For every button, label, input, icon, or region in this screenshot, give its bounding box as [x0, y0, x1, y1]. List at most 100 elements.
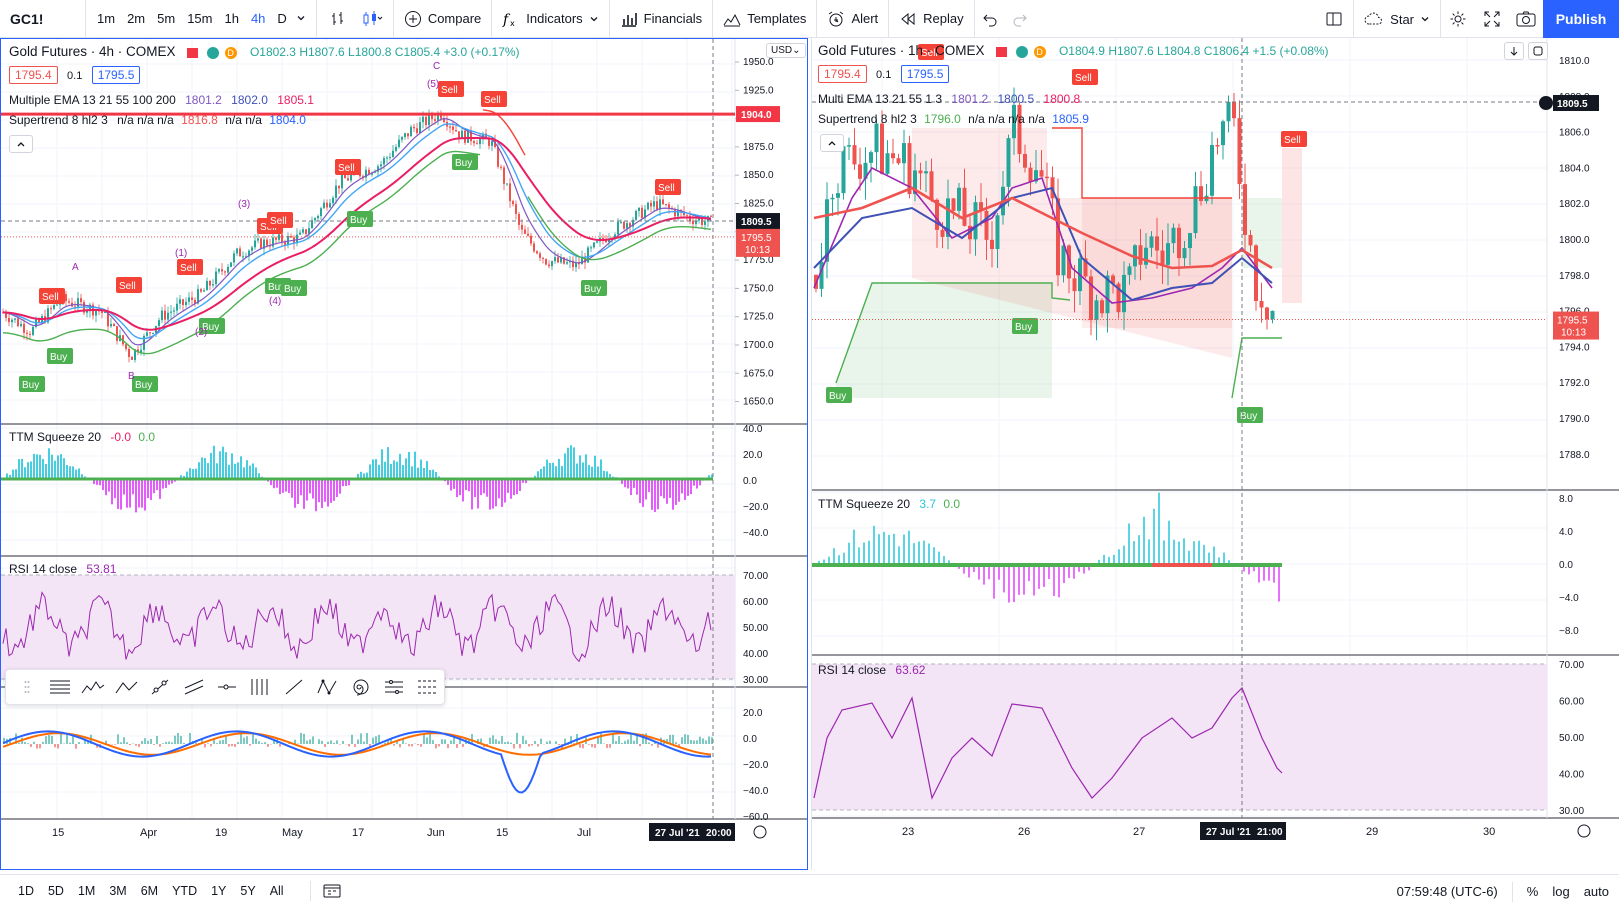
candle-body	[278, 234, 280, 240]
undo-icon[interactable]	[975, 0, 1005, 38]
gear-icon[interactable]	[1441, 0, 1475, 38]
interval-d[interactable]: D	[272, 11, 291, 26]
fullscreen-icon[interactable]	[1475, 0, 1509, 38]
time-axis-label: 15	[496, 827, 508, 839]
right-ema-legend[interactable]: Multi EMA 13 21 55 1 3 1801.2 1800.5 180…	[818, 92, 1080, 106]
range-6m[interactable]: 6M	[135, 884, 164, 898]
right-chart-canvas[interactable]: 1810.01808.01806.01804.01802.01800.01798…	[812, 38, 1619, 870]
interval-dropdown-icon[interactable]	[292, 11, 310, 26]
bar-chart-icon[interactable]	[323, 0, 353, 38]
range-ytd[interactable]: YTD	[166, 884, 203, 898]
layout-name: Star	[1390, 12, 1414, 27]
elliott-wave-icon[interactable]	[77, 670, 110, 704]
pitchfork-icon[interactable]	[411, 670, 444, 704]
ttm-bar	[498, 479, 500, 498]
publish-button[interactable]: Publish	[1543, 0, 1619, 38]
macd-bar	[588, 744, 590, 745]
chart-settings-icon[interactable]	[754, 826, 766, 838]
right-ttm-value-1: 3.7	[919, 497, 936, 511]
right-sell-price[interactable]: 1795.4	[818, 65, 867, 83]
parallel-channel-icon[interactable]	[177, 670, 210, 704]
interval-2m[interactable]: 2m	[122, 11, 150, 26]
candle-chart-icon[interactable]	[357, 0, 387, 38]
camera-icon[interactable]	[1509, 0, 1543, 38]
range-1d[interactable]: 1D	[12, 884, 40, 898]
replay-button[interactable]: Replay	[889, 0, 974, 38]
left-chart-canvas[interactable]: 1950.01925.01900.01875.01850.01825.01800…	[1, 39, 807, 869]
interval-5m[interactable]: 5m	[152, 11, 180, 26]
scroll-down-icon[interactable]	[1504, 42, 1524, 60]
symbol-search[interactable]: GC1!	[0, 0, 86, 38]
financials-button[interactable]: Financials	[610, 0, 714, 38]
pattern-icon[interactable]	[311, 670, 344, 704]
ttm-bar	[489, 479, 491, 510]
right-symbol-title: Gold Futures · 1h · COMEX	[818, 43, 985, 58]
drag-handle-icon[interactable]	[10, 670, 43, 704]
ttm-bar	[207, 463, 209, 479]
range-1m[interactable]: 1M	[72, 884, 101, 898]
ttm-bar	[492, 479, 494, 509]
macd-bar	[708, 736, 710, 744]
left-ttm-value-2: 0.0	[138, 430, 155, 444]
alert-button[interactable]: Alert	[817, 0, 889, 38]
log-scale-toggle[interactable]: log	[1552, 884, 1569, 899]
right-buy-price[interactable]: 1795.5	[901, 65, 950, 83]
fib-retracement-icon[interactable]	[43, 670, 76, 704]
layout-icon[interactable]	[1314, 0, 1354, 38]
chart-settings-icon[interactable]	[1578, 825, 1590, 837]
range-3m[interactable]: 3M	[103, 884, 132, 898]
vertical-lines-icon[interactable]	[244, 670, 277, 704]
left-chart-pane[interactable]: 1950.01925.01900.01875.01850.01825.01800…	[0, 38, 808, 870]
interval-1m[interactable]: 1m	[92, 11, 120, 26]
interval-4h[interactable]: 4h	[246, 11, 270, 26]
interval-15m[interactable]: 15m	[182, 11, 217, 26]
ttm-bar	[978, 565, 980, 580]
ttm-bar	[878, 534, 880, 565]
left-rsi-legend[interactable]: RSI 14 close 53.81	[9, 562, 116, 576]
range-5d[interactable]: 5D	[42, 884, 70, 898]
right-ttm-legend[interactable]: TTM Squeeze 20 3.7 0.0	[818, 497, 960, 511]
percent-scale-toggle[interactable]: %	[1527, 884, 1539, 899]
rsi-axis-label: 40.00	[743, 649, 768, 660]
cloud-layout-button[interactable]: Star	[1354, 0, 1441, 38]
left-ema-legend[interactable]: Multiple EMA 13 21 55 100 200 1801.2 180…	[9, 93, 314, 107]
interval-1h[interactable]: 1h	[219, 11, 243, 26]
gann-fan-icon[interactable]	[377, 670, 410, 704]
left-change: +3.0 (+0.17%)	[444, 45, 520, 59]
clock-label[interactable]: 07:59:48 (UTC-6)	[1397, 884, 1498, 899]
right-rsi-legend[interactable]: RSI 14 close 63.62	[818, 663, 925, 677]
maximize-pane-icon[interactable]	[1528, 42, 1548, 60]
compare-button[interactable]: Compare	[394, 0, 492, 38]
macd-bar	[33, 742, 35, 744]
supertrend-fill-up	[1242, 198, 1282, 268]
trend-line-icon[interactable]	[144, 670, 177, 704]
right-chart-pane[interactable]: 1810.01808.01806.01804.01802.01800.01798…	[811, 38, 1619, 870]
left-ttm-legend[interactable]: TTM Squeeze 20 -0.0 0.0	[9, 430, 155, 444]
horizontal-ray-icon[interactable]	[210, 670, 243, 704]
candle-body	[1073, 278, 1077, 291]
fib-spiral-icon[interactable]	[344, 670, 377, 704]
left-sell-price[interactable]: 1795.4	[9, 66, 58, 84]
left-buy-price[interactable]: 1795.5	[92, 66, 141, 84]
right-supertrend-legend[interactable]: Supertrend 8 hl2 3 1796.0 n/a n/a n/a n/…	[818, 112, 1089, 126]
auto-scale-toggle[interactable]: auto	[1584, 884, 1609, 899]
range-all[interactable]: All	[264, 884, 290, 898]
redo-icon[interactable]	[1005, 0, 1035, 38]
candle-body	[77, 298, 79, 307]
templates-button[interactable]: Templates	[713, 0, 817, 38]
range-1y[interactable]: 1Y	[205, 884, 232, 898]
macd-bar	[693, 741, 695, 744]
ttm-bar	[1158, 493, 1160, 565]
goto-date-icon[interactable]	[310, 881, 341, 901]
abc-pattern-icon[interactable]	[110, 670, 143, 704]
candle-body	[902, 143, 906, 163]
left-collapse-legend-button[interactable]	[9, 135, 33, 153]
macd-bar	[333, 743, 335, 744]
range-5y[interactable]: 5Y	[234, 884, 261, 898]
right-collapse-legend-button[interactable]	[820, 134, 844, 152]
line-tool-icon[interactable]	[277, 670, 310, 704]
left-currency-select[interactable]: USD⌄	[766, 43, 806, 58]
left-supertrend-legend[interactable]: Supertrend 8 hl2 3 n/a n/a n/a 1816.8 n/…	[9, 113, 306, 127]
macd-bar	[66, 734, 68, 744]
